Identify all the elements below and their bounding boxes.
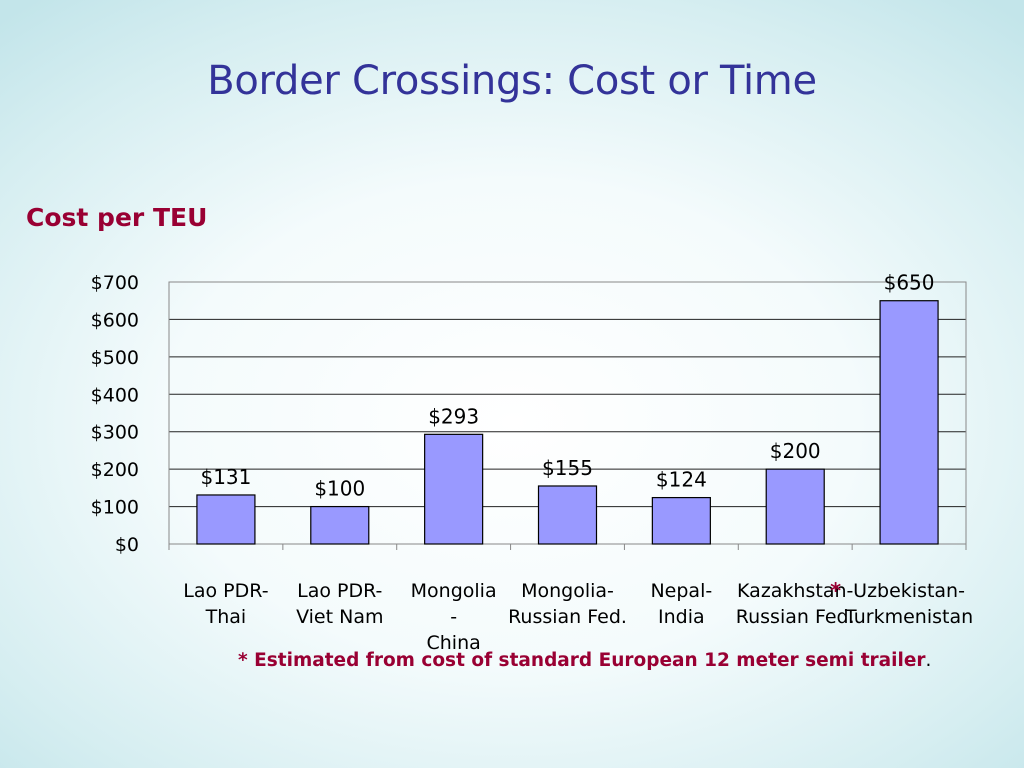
y-tick-label: $500 bbox=[91, 347, 139, 369]
data-label: $155 bbox=[542, 456, 593, 480]
x-tick-label-line: Lao PDR- bbox=[297, 580, 382, 602]
x-tick-label-line: Mongolia- bbox=[521, 580, 614, 602]
bar bbox=[879, 300, 939, 545]
x-tick-label-line: Russian Fed. bbox=[736, 606, 855, 628]
x-tick-label-line: Uzbekistan- bbox=[853, 580, 965, 602]
bar bbox=[537, 485, 598, 545]
chart-title: Cost per TEU bbox=[26, 203, 208, 232]
x-tick-label-line: Viet Nam bbox=[296, 606, 383, 628]
bar bbox=[651, 496, 711, 545]
data-label: $131 bbox=[200, 465, 251, 489]
y-tick-label: $600 bbox=[91, 309, 139, 331]
x-tick-label-line: - bbox=[450, 606, 457, 628]
y-tick-label: $700 bbox=[91, 272, 139, 294]
bars bbox=[196, 300, 939, 545]
x-tick-label: Mongolia- Russian Fed. bbox=[508, 580, 627, 628]
x-tick-label-line: Turkmenistan bbox=[844, 606, 973, 628]
data-label: $200 bbox=[770, 439, 821, 463]
bar bbox=[196, 494, 256, 545]
x-tick-label: Kazakhstan- Russian Fed. bbox=[736, 580, 855, 628]
slide-title: Border Crossings: Cost or Time bbox=[207, 58, 817, 104]
bar bbox=[424, 433, 484, 545]
x-tick-label-line: Thai bbox=[205, 606, 247, 628]
x-tick-label: Lao PDR- Thai bbox=[183, 580, 268, 628]
data-label: $293 bbox=[428, 404, 479, 428]
data-label: $100 bbox=[314, 477, 365, 501]
data-labels: $131 $100 $293 $155 $124 $200 $650 bbox=[200, 271, 934, 501]
y-tick-label: $300 bbox=[91, 422, 139, 444]
data-label: $650 bbox=[884, 271, 935, 295]
asterisk-marks: * bbox=[830, 579, 841, 603]
y-axis-ticks: $0 $100 $200 $300 $400 $500 $600 $700 bbox=[91, 272, 139, 556]
x-tick-label-line: Mongolia bbox=[411, 580, 497, 602]
x-tick-label-line: China bbox=[427, 632, 481, 654]
footnote-period: . bbox=[925, 650, 932, 671]
x-tick-label: Nepal- India bbox=[650, 580, 712, 628]
x-tick-label: Mongolia - China bbox=[411, 580, 497, 654]
x-tick-label: Uzbekistan- Turkmenistan bbox=[844, 580, 973, 628]
x-tick-label-line: Kazakhstan- bbox=[737, 580, 853, 602]
x-tick-label-line: Lao PDR- bbox=[183, 580, 268, 602]
y-tick-label: $0 bbox=[115, 534, 139, 556]
bar bbox=[765, 468, 825, 545]
y-tick-label: $100 bbox=[91, 497, 139, 519]
x-tick-label-line: Russian Fed. bbox=[508, 606, 627, 628]
x-tick-label-line: India bbox=[658, 606, 705, 628]
footnote-text: * Estimated from cost of standard Europe… bbox=[238, 650, 926, 671]
x-tick-label-line: Nepal- bbox=[650, 580, 712, 602]
data-label: $124 bbox=[656, 468, 707, 492]
y-tick-label: $200 bbox=[91, 459, 139, 481]
asterisk-mark: * bbox=[830, 579, 841, 603]
x-tick-label: Lao PDR- Viet Nam bbox=[296, 580, 383, 628]
bar bbox=[310, 505, 370, 545]
y-tick-label: $400 bbox=[91, 384, 139, 406]
footnote: * Estimated from cost of standard Europe… bbox=[238, 650, 931, 671]
